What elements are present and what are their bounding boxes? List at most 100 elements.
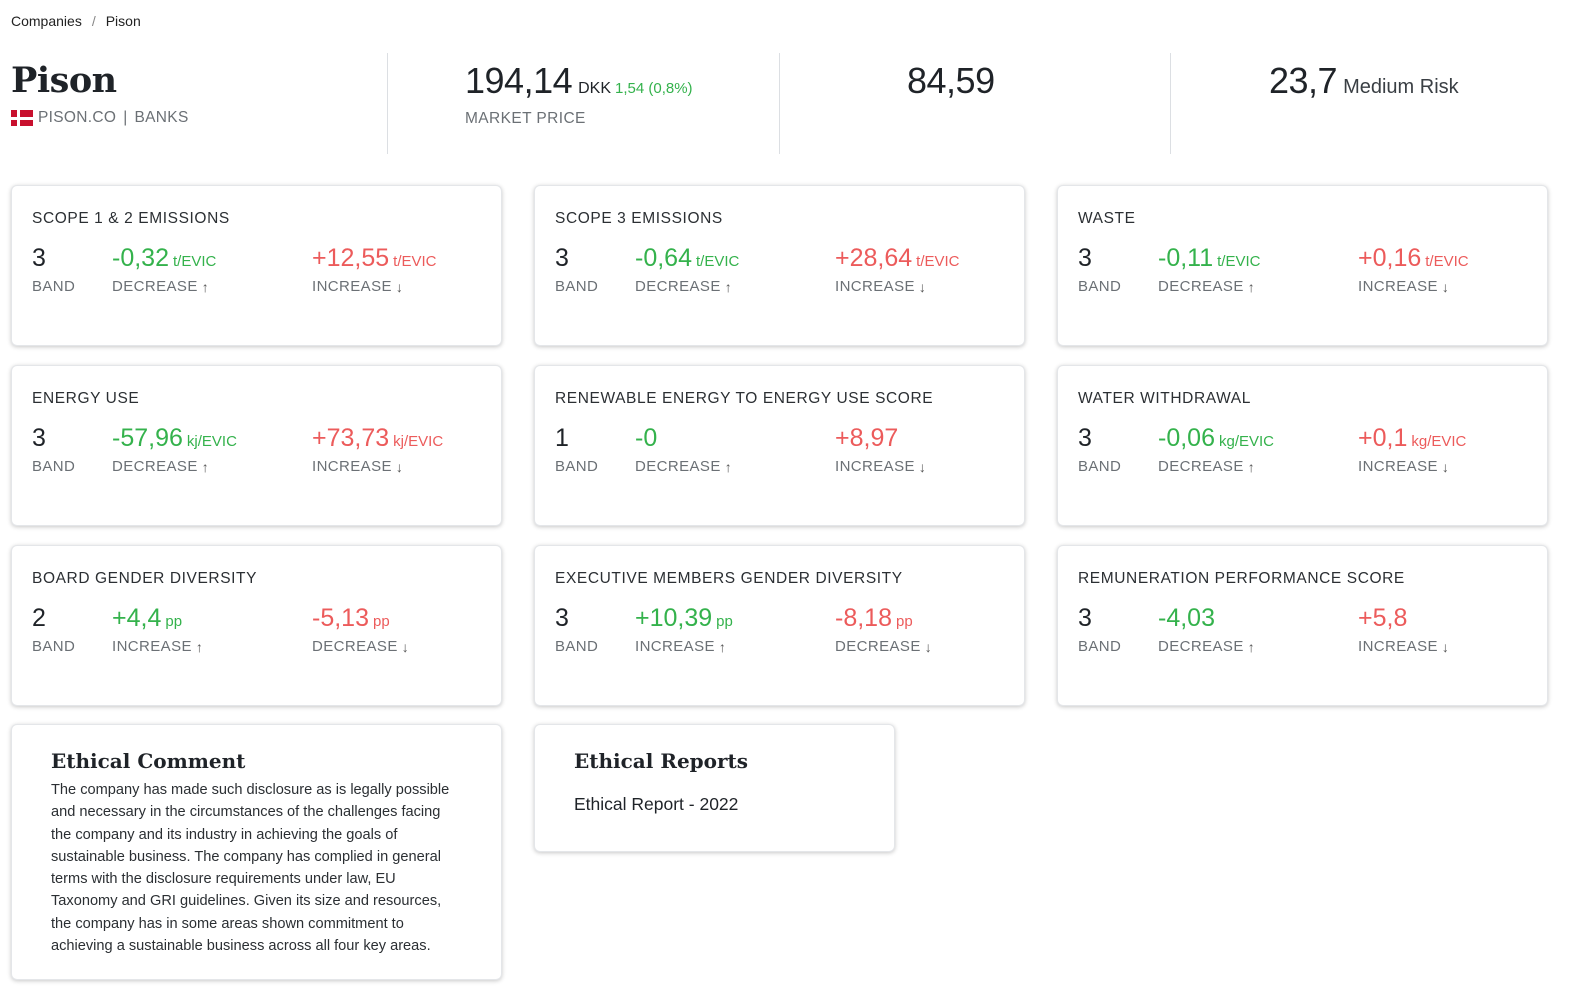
target-a-value: -0,64	[635, 244, 692, 272]
arrow-up-icon: ↑	[1247, 638, 1256, 655]
breadcrumb-companies-link[interactable]: Companies	[11, 13, 82, 29]
score-value: 84,59	[907, 60, 995, 101]
target-a-label: INCREASE	[635, 638, 715, 655]
target-a-unit: pp	[165, 613, 183, 630]
band-label: BAND	[1078, 458, 1121, 475]
target-a-label: INCREASE	[112, 638, 192, 655]
meta-separator: |	[123, 109, 128, 126]
target-b-value-row: +0,1 kg/EVIC	[1358, 422, 1466, 454]
target-b-unit: t/EVIC	[393, 253, 437, 270]
ethical-comment-title: Ethical Comment	[51, 749, 246, 773]
target-b-label: INCREASE	[835, 278, 915, 295]
band-column: 3 BAND	[555, 242, 598, 295]
arrow-up-icon: ↑	[718, 638, 727, 655]
target-a-value: -0,06	[1158, 424, 1215, 452]
target-a-value-row: -0,64 t/EVIC	[635, 242, 739, 274]
target-a-unit: kj/EVIC	[186, 433, 237, 450]
band-label-text: BAND	[555, 278, 599, 295]
target-a-label-row: INCREASE ↑	[635, 638, 733, 655]
target-a-label-row: DECREASE ↑	[635, 278, 739, 295]
target-b-label: DECREASE	[835, 638, 921, 655]
target-a-unit: t/EVIC	[1217, 253, 1261, 270]
target-b-column: +0,1 kg/EVIC INCREASE ↓	[1358, 422, 1466, 475]
metric-title: REMUNERATION PERFORMANCE SCORE	[1078, 570, 1405, 587]
target-b-label-row: INCREASE ↓	[312, 458, 443, 475]
risk-block: 23,7 Medium Risk	[1269, 60, 1459, 102]
band-column: 3 BAND	[1078, 602, 1121, 655]
metric-title: SCOPE 3 EMISSIONS	[555, 210, 723, 227]
band-label-text: BAND	[555, 458, 599, 475]
target-a-value-row: -0,32 t/EVIC	[112, 242, 216, 274]
target-b-column: +0,16 t/EVIC INCREASE ↓	[1358, 242, 1469, 295]
breadcrumb: Companies / Pison	[11, 13, 141, 29]
market-price-change: 1,54 (0,8%)	[615, 80, 693, 97]
target-a-column: +10,39 pp INCREASE ↑	[635, 602, 733, 655]
band-label: BAND	[555, 458, 598, 475]
ethical-comment-line: Taxonomy and GRI guidelines. Given its s…	[51, 893, 442, 910]
target-b-label-row: DECREASE ↓	[312, 638, 409, 655]
target-a-value-row: -0	[635, 422, 732, 454]
target-b-value-row: +0,16 t/EVIC	[1358, 242, 1469, 274]
band-label: BAND	[32, 458, 75, 475]
target-b-unit: t/EVIC	[1425, 253, 1469, 270]
arrow-down-icon: ↓	[1441, 278, 1450, 295]
header-divider	[779, 53, 780, 154]
target-a-value-row: -57,96 kj/EVIC	[112, 422, 237, 454]
target-a-column: -0,64 t/EVIC DECREASE ↑	[635, 242, 739, 295]
risk-value: 23,7	[1269, 60, 1338, 101]
ethical-reports-title: Ethical Reports	[574, 749, 749, 773]
target-b-value-row: +12,55 t/EVIC	[312, 242, 437, 274]
target-b-value: +0,1	[1358, 424, 1408, 452]
ethical-comment-text: The company has made such disclosure as …	[51, 779, 491, 957]
target-a-value: -0,32	[112, 244, 169, 272]
target-a-label-row: INCREASE ↑	[112, 638, 203, 655]
band-label: BAND	[555, 278, 598, 295]
breadcrumb-current: Pison	[105, 13, 141, 29]
target-b-value: +0,16	[1358, 244, 1422, 272]
target-a-label-row: DECREASE ↑	[112, 278, 216, 295]
target-a-unit: pp	[716, 613, 733, 630]
band-column: 3 BAND	[555, 602, 598, 655]
company-info: Pison PISON.CO | BANKS	[11, 60, 189, 127]
band-value: 2	[32, 604, 46, 632]
target-a-value: -57,96	[112, 424, 183, 452]
metric-card: ENERGY USE 3 BAND -57,96 kj/EVIC DECREASE ↑ +73…	[11, 365, 502, 526]
header-divider	[1170, 53, 1171, 154]
band-label: BAND	[1078, 638, 1121, 655]
band-column: 3 BAND	[1078, 422, 1121, 475]
band-label-text: BAND	[1078, 278, 1122, 295]
target-b-label-row: INCREASE ↓	[835, 458, 926, 475]
target-a-value-row: +10,39 pp	[635, 602, 733, 634]
target-b-value-row: +5,8	[1358, 602, 1449, 634]
target-b-unit: pp	[895, 613, 913, 630]
company-name: Pison	[11, 60, 117, 101]
ethical-comment-line: achieving a sustainable business across …	[51, 938, 431, 955]
band-value: 3	[32, 244, 46, 272]
band-column: 3 BAND	[32, 242, 75, 295]
target-a-value: +4,4	[112, 604, 162, 632]
target-b-label: INCREASE	[1358, 278, 1438, 295]
arrow-down-icon: ↓	[918, 458, 927, 475]
band-value: 3	[1078, 244, 1092, 272]
target-b-value-row: +28,64 t/EVIC	[835, 242, 960, 274]
target-a-value-row: +4,4 pp	[112, 602, 203, 634]
target-b-unit: pp	[372, 613, 390, 630]
ethical-report-2022-link[interactable]: Ethical Report - 2022	[574, 794, 739, 814]
target-b-column: -8,18 pp DECREASE ↓	[835, 602, 932, 655]
target-b-column: +12,55 t/EVIC INCREASE ↓	[312, 242, 437, 295]
arrow-down-icon: ↓	[401, 638, 410, 655]
target-b-value-row: -8,18 pp	[835, 602, 932, 634]
target-a-value: -4,03	[1158, 604, 1215, 632]
metric-title: WATER WITHDRAWAL	[1078, 390, 1251, 407]
band-column: 3 BAND	[32, 422, 75, 475]
band-column: 1 BAND	[555, 422, 598, 475]
band-value: 3	[1078, 604, 1092, 632]
band-label: BAND	[32, 638, 75, 655]
market-currency: DKK	[578, 80, 612, 97]
target-b-value: -8,18	[835, 604, 892, 632]
company-ticker: PISON.CO	[38, 109, 117, 126]
band-value: 3	[1078, 424, 1092, 452]
target-a-value-row: -0,11 t/EVIC	[1158, 242, 1261, 274]
metric-card: BOARD GENDER DIVERSITY 2 BAND +4,4 pp INCREAS…	[11, 545, 502, 706]
arrow-down-icon: ↓	[395, 458, 404, 475]
